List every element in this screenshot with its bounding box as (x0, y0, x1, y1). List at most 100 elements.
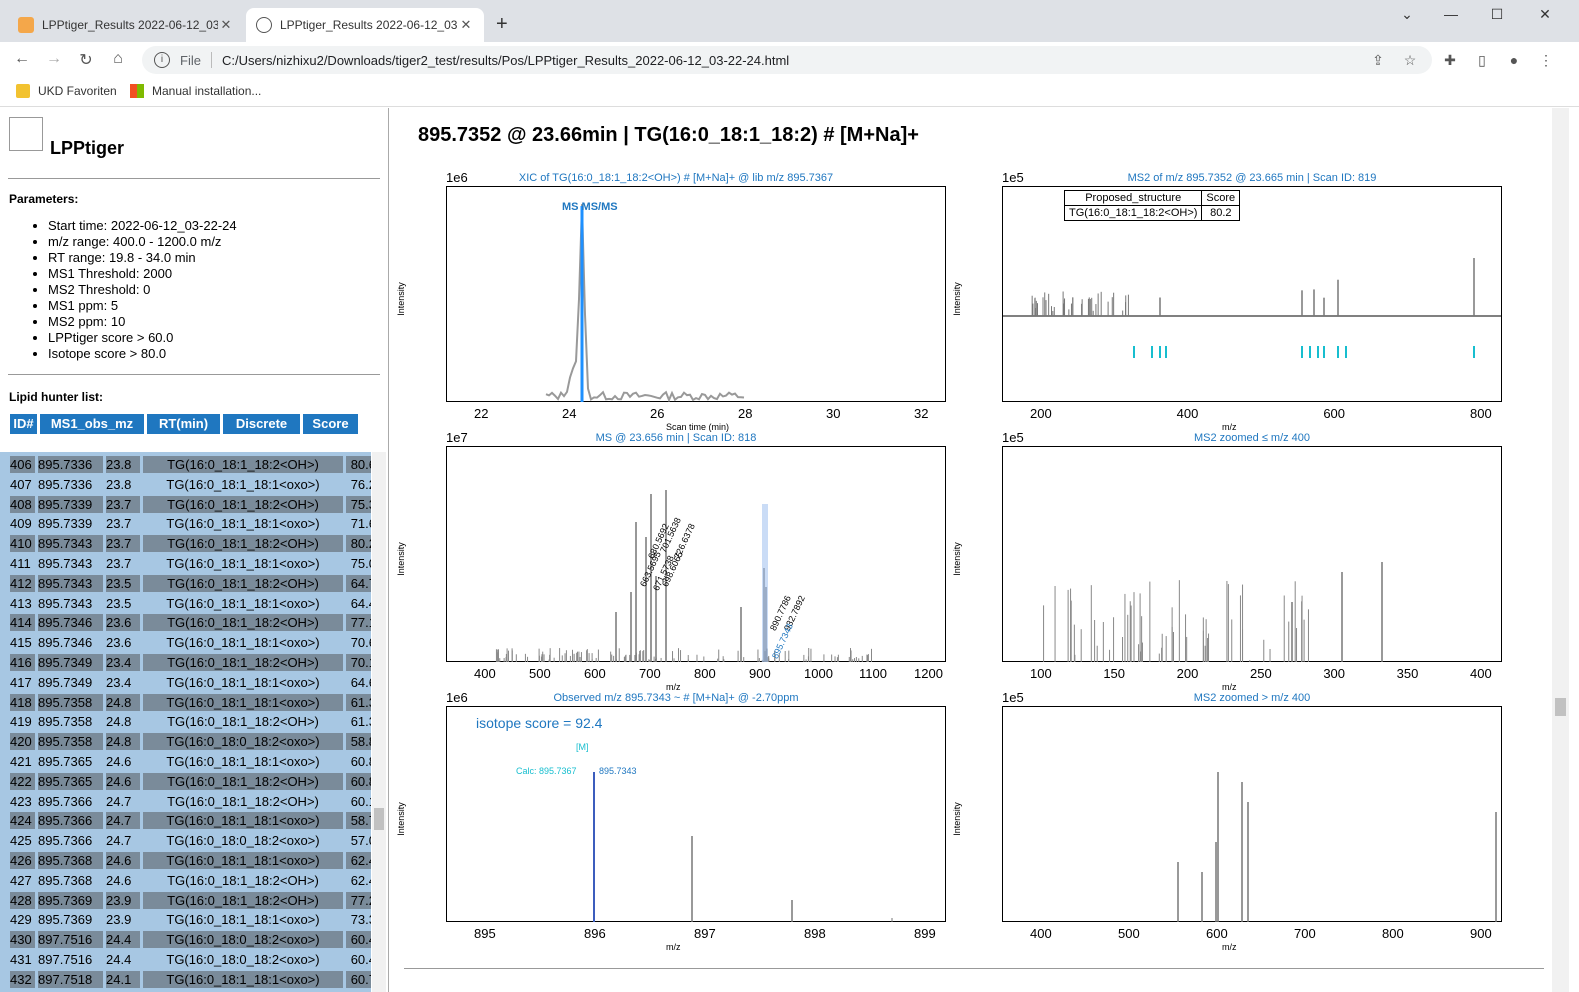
col-header-discrete[interactable]: Discrete (223, 414, 300, 434)
reload-icon[interactable]: ↻ (79, 52, 93, 69)
table-row[interactable]: 428 895.7369 23.9 TG(16:0_18:1_18:2<OH>) 77.… (10, 891, 371, 909)
table-row[interactable]: 430 897.7516 24.4 TG(16:0_18:0_18:2<oxo>) 60… (10, 931, 371, 949)
proposed-structure-table: Proposed_structure Score TG(16:0_18:1_18:2… (1063, 190, 1241, 221)
x-tick-label: 300 (1323, 666, 1346, 681)
table-row[interactable]: 409 895.7339 23.7 TG(16:0_18:1_18:1<oxo>) 71… (10, 515, 371, 532)
divider (404, 968, 1544, 969)
table-row[interactable]: 427 895.7368 24.6 TG(16:0_18:1_18:2<OH>) 62.… (10, 872, 371, 889)
table-cell: 24.4 (106, 931, 140, 949)
x-tick-label: 400 (1030, 926, 1052, 941)
table-cell: 24.6 (106, 772, 140, 790)
col-header-id[interactable]: ID# (10, 414, 37, 434)
url-text[interactable]: C:/Users/nizhixu2/Downloads/tiger2_test/… (221, 52, 790, 68)
x-tick-label: 24 (562, 406, 577, 421)
chart-title: MS2 zoomed > m/z 400 (1193, 692, 1311, 704)
table-row[interactable]: 421 895.7365 24.6 TG(16:0_18:1_18:1<oxo>) 60… (10, 753, 371, 770)
close-tab-icon[interactable]: ✕ (220, 17, 232, 32)
plot-frame (1002, 446, 1502, 662)
table-row[interactable]: 431 897.7516 24.4 TG(16:0_18:0_18:2<oxo>) 60… (10, 951, 371, 968)
chart-title: XIC of TG(16:0_18:1_18:2<OH>) # [M+Na]+ … (518, 172, 834, 184)
x-tick-label: 800 (1470, 406, 1492, 421)
broken-image-icon (9, 117, 43, 151)
table-row[interactable]: 410 895.7343 23.7 TG(16:0_18:1_18:2<OH>) 80.… (10, 535, 371, 553)
table-row[interactable]: 422 895.7365 24.6 TG(16:0_18:1_18:2<OH>) 60.… (10, 772, 371, 790)
table-row[interactable]: 416 895.7349 23.4 TG(16:0_18:1_18:2<OH>) 70.… (10, 654, 371, 671)
table-row[interactable]: 426 895.7368 24.6 TG(16:0_18:1_18:1<oxo>) 62… (10, 852, 371, 869)
table-cell: 409 (10, 516, 32, 532)
sidebar-scrollbar[interactable] (372, 452, 386, 992)
table-cell: TG(16:0_18:1_18:1<oxo>) (143, 812, 343, 830)
table-cell: 24.1 (106, 970, 140, 988)
bookmark-manual-installation[interactable]: Manual installation... (130, 84, 261, 98)
table-row[interactable]: 414 895.7346 23.6 TG(16:0_18:1_18:2<OH>) 77.… (10, 614, 371, 632)
y-axis-label: Intensity (951, 542, 962, 576)
close-window-button[interactable]: ✕ (1539, 6, 1551, 22)
tab-results-2[interactable]: LPPtiger_Results 2022-06-12_03- ✕ (246, 8, 484, 42)
x-tick-label: 200 (1030, 406, 1052, 421)
table-row[interactable]: 432 897.7518 24.1 TG(16:0_18:1_18:1<oxo>) 60… (10, 970, 371, 988)
forward-arrow-icon[interactable]: → (46, 50, 62, 67)
table-cell: 895.7369 (38, 891, 103, 909)
table-cell: 57.0 (350, 833, 371, 849)
table-row[interactable]: 406 895.7336 23.8 TG(16:0_18:1_18:2<OH>) 80.… (10, 456, 371, 473)
spectrum-plot (1177, 772, 1497, 922)
main-scrollbar[interactable] (1552, 108, 1569, 992)
close-tab-icon[interactable]: ✕ (460, 17, 472, 32)
col-header-rt[interactable]: RT(min) (147, 414, 220, 434)
table-row[interactable]: 424 895.7366 24.7 TG(16:0_18:1_18:1<oxo>) 58… (10, 812, 371, 830)
x-tick-label: 350 (1396, 666, 1419, 681)
col-header-score[interactable]: Score (303, 414, 358, 434)
extensions-icon[interactable]: ✚ (1444, 52, 1456, 68)
table-row[interactable]: 420 895.7358 24.8 TG(16:0_18:0_18:2<oxo>) 58… (10, 733, 371, 751)
info-icon[interactable]: i (154, 52, 170, 68)
x-tick-label: 500 (1118, 926, 1140, 941)
xic-trace (545, 204, 745, 402)
x-tick-label: 1200 (914, 666, 943, 681)
bookmark-star-icon[interactable]: ☆ (1403, 52, 1417, 68)
bookmark-ukd-favoriten[interactable]: UKD Favoriten (16, 84, 117, 98)
table-row[interactable]: 413 895.7343 23.5 TG(16:0_18:1_18:1<oxo>) 64… (10, 595, 371, 612)
table-cell: TG(16:0_18:1_18:1<oxo>) (166, 674, 320, 690)
table-row[interactable]: 418 895.7358 24.8 TG(16:0_18:1_18:1<oxo>) 61… (10, 693, 371, 711)
table-row[interactable]: 411 895.7343 23.7 TG(16:0_18:1_18:1<oxo>) 75… (10, 555, 371, 572)
param-item: m/z range: 400.0 - 1200.0 m/z (48, 234, 237, 250)
share-icon[interactable]: ⇪ (1372, 52, 1384, 68)
table-row[interactable]: 415 895.7346 23.6 TG(16:0_18:1_18:1<oxo>) 70… (10, 634, 371, 651)
chart-title: Observed m/z 895.7343 ~ # [M+Na]+ @ -2.7… (553, 692, 799, 704)
x-tick-label: 800 (694, 666, 716, 681)
table-row[interactable]: 423 895.7366 24.7 TG(16:0_18:1_18:2<OH>) 60.… (10, 793, 371, 810)
minimize-button[interactable]: — (1444, 6, 1458, 22)
tab-results-1[interactable]: LPPtiger_Results 2022-06-12_03- ✕ (8, 8, 244, 42)
table-cell: 420 (10, 733, 35, 751)
table-row[interactable]: 425 895.7366 24.7 TG(16:0_18:0_18:2<oxo>) 57… (10, 832, 371, 849)
home-icon[interactable]: ⌂ (113, 50, 123, 67)
x-tick-label: 900 (749, 666, 771, 681)
address-bar[interactable]: i File C:/Users/nizhixu2/Downloads/tiger… (142, 46, 1432, 74)
table-row[interactable]: 419 895.7358 24.8 TG(16:0_18:1_18:2<OH>) 61.… (10, 713, 371, 730)
table-cell: 76.2 (350, 476, 371, 492)
table-cell: 895.7343 (38, 556, 93, 571)
col-header-mz[interactable]: MS1_obs_mz (40, 414, 144, 434)
maximize-button[interactable]: ☐ (1490, 6, 1504, 22)
back-arrow-icon[interactable]: ← (14, 50, 30, 67)
new-tab-button[interactable]: + (496, 13, 508, 35)
x-tick-label: 900 (1470, 926, 1492, 941)
side-panel-icon[interactable]: ▯ (1478, 52, 1486, 68)
table-row[interactable]: 417 895.7349 23.4 TG(16:0_18:1_18:1<oxo>) 64… (10, 674, 371, 691)
table-row[interactable]: 429 895.7369 23.9 TG(16:0_18:1_18:1<oxo>) 73… (10, 911, 371, 928)
tab-search-chevron-icon[interactable]: ⌄ (1401, 6, 1413, 22)
table-row[interactable]: 412 895.7343 23.5 TG(16:0_18:1_18:2<OH>) 64.… (10, 574, 371, 592)
tab-title: LPPtiger_Results 2022-06-12_03- (42, 18, 218, 32)
table-cell: TG(16:0_18:1_18:1<oxo>) (166, 476, 320, 492)
scrollbar-thumb[interactable] (1555, 698, 1566, 716)
table-row[interactable]: 407 895.7336 23.8 TG(16:0_18:1_18:1<oxo>) 76… (10, 476, 371, 493)
y-axis-label: Intensity (395, 802, 406, 836)
table-cell: 422 (10, 772, 35, 790)
menu-kebab-icon[interactable]: ⋮ (1539, 52, 1553, 68)
table-cell: 424 (10, 812, 35, 830)
table-cell: 23.7 (106, 516, 132, 532)
table-row[interactable]: 408 895.7339 23.7 TG(16:0_18:1_18:2<OH>) 75.… (10, 495, 371, 513)
table-cell: 24.8 (106, 714, 132, 730)
scrollbar-thumb[interactable] (374, 808, 384, 830)
profile-avatar-icon[interactable]: ● (1509, 52, 1519, 68)
